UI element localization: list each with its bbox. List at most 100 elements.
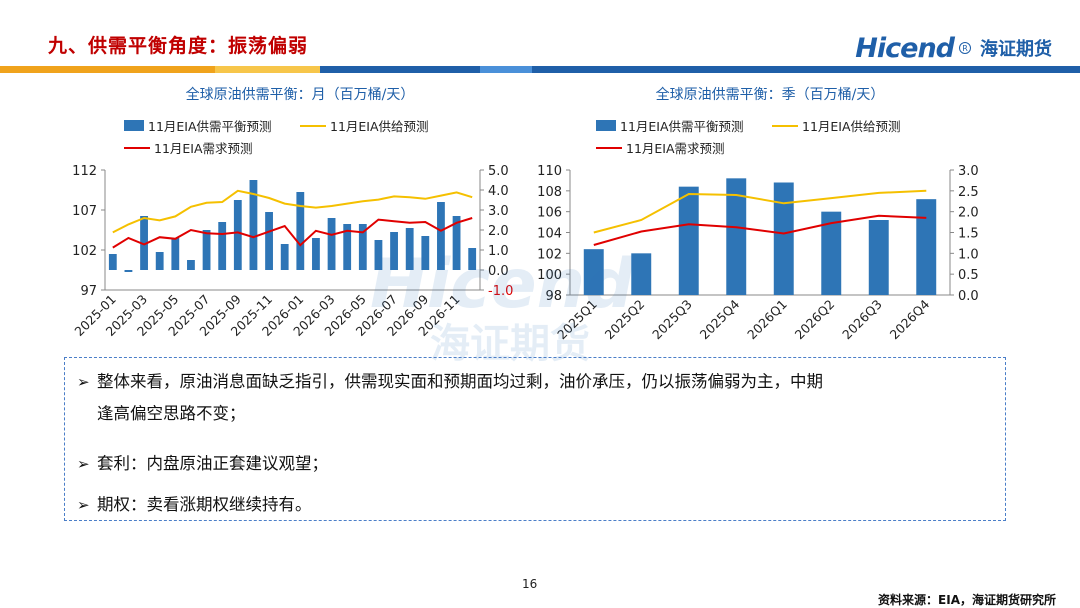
line-demand: [593, 214, 927, 246]
y-tick-label-right: 0.5: [958, 268, 979, 283]
bar-balance: [218, 222, 227, 270]
bullet-text: 整体来看，原油消息面缺乏指引，供需现实面和预期面均过剩，油价承压，仍以振荡偏弱为…: [97, 372, 823, 391]
legend-swatch-bar: [596, 120, 616, 131]
y-tick-label-left: 102: [72, 244, 97, 259]
bar-balance: [358, 224, 367, 270]
x-tick-label: 2025Q2: [602, 297, 648, 343]
header-bar-segment: [0, 66, 215, 73]
bar-balance: [155, 252, 164, 270]
legend-label: 11月EIA供给预测: [330, 119, 429, 134]
x-tick-label: 2025Q4: [697, 296, 743, 342]
line-supply: [593, 189, 927, 234]
bar-balance: [265, 212, 273, 270]
legend-swatch-line: [596, 146, 622, 149]
legend-swatch-line: [300, 124, 326, 127]
bullet-text-continued: 逢高偏空思路不变；: [97, 404, 246, 423]
bar-balance: [108, 254, 117, 270]
bar-balance: [583, 249, 604, 295]
bar-balance: [726, 178, 747, 295]
logo-text: Hicend: [855, 32, 955, 64]
chart2-title: 全球原油供需平衡：季（百万桶/天）: [655, 87, 885, 103]
bullet-item: ➢ 期权：卖看涨期权继续持有。: [77, 489, 312, 521]
y-tick-label-right: 0.0: [958, 289, 979, 304]
x-tick-label: 2026Q4: [887, 296, 933, 342]
y-tick-label-right: 2.0: [958, 206, 979, 221]
bar-balance: [327, 218, 336, 270]
bar-balance: [468, 248, 477, 270]
monthly-balance-chart: 97102107112-1.00.01.02.03.04.05.02025-01…: [71, 164, 513, 339]
legend-swatch-line: [772, 124, 798, 127]
y-tick-label-right: 3.0: [958, 164, 979, 179]
x-tick-label: 2026Q2: [792, 297, 838, 343]
legend-label: 11月EIA需求预测: [154, 141, 253, 156]
y-tick-label-right: 1.5: [958, 227, 979, 242]
conclusion-box: ➢ 整体来看，原油消息面缺乏指引，供需现实面和预期面均过剩，油价承压，仍以振荡偏弱…: [64, 357, 1006, 521]
y-tick-label-right: 5.0: [488, 164, 509, 179]
legend-label: 11月EIA需求预测: [626, 141, 725, 156]
bar-balance: [678, 186, 699, 295]
y-tick-label-left: 106: [537, 206, 562, 221]
chart1-title: 全球原油供需平衡：月（百万桶/天）: [185, 87, 415, 103]
legend-label: 11月EIA供给预测: [802, 119, 901, 134]
y-tick-label-right: 0.0: [488, 264, 509, 279]
x-tick-label: 2025Q3: [649, 297, 695, 343]
source-note: 资料来源：EIA，海证期货研究所: [878, 593, 1056, 607]
legend-item-demand: 11月EIA需求预测: [124, 138, 253, 157]
x-tick-label: 2026Q1: [744, 297, 790, 343]
y-tick-label-left: 107: [72, 204, 97, 219]
bar-balance: [233, 200, 242, 270]
quarterly-balance-chart: 98 100 102 104 106 108 110 0.0 0.5 1.0 1.5 2.0 2.5 3.…: [537, 164, 979, 343]
bar-balance: [405, 228, 414, 270]
line-demand: [112, 217, 473, 249]
y-tick-label-right: 4.0: [488, 184, 509, 199]
header-bar-segment: [215, 66, 320, 73]
bar-balance: [390, 232, 398, 270]
legend-item-demand: 11月EIA需求预测: [596, 138, 725, 157]
legend-label: 11月EIA供需平衡预测: [620, 119, 744, 134]
header-bar-segment: [532, 66, 1080, 73]
bar-balance: [296, 192, 305, 270]
legend-label: 11月EIA供需平衡预测: [148, 119, 272, 134]
logo-cn-text: 海证期货: [980, 39, 1052, 60]
bar-balance: [452, 216, 461, 270]
y-tick-label-left: 112: [72, 164, 97, 179]
bullet-item: ➢ 整体来看，原油消息面缺乏指引，供需现实面和预期面均过剩，油价承压，仍以振荡偏弱…: [77, 366, 997, 430]
legend-item-supply: 11月EIA供给预测: [772, 116, 901, 135]
y-tick-label-right: 1.0: [958, 247, 979, 262]
y-tick-label-left: 102: [537, 247, 562, 262]
bar-balance: [868, 220, 889, 295]
bar-balance: [280, 244, 289, 270]
y-tick-label-left: 110: [537, 164, 562, 179]
y-tick-label-left: 104: [537, 227, 562, 242]
legend-item-balance: 11月EIA供需平衡预测: [596, 116, 744, 135]
header-color-bar: [0, 66, 1080, 73]
line-supply: [112, 189, 473, 234]
y-tick-label-right: 3.0: [488, 204, 509, 219]
x-tick-label: 2026Q3: [839, 297, 885, 343]
y-tick-label-right: 2.0: [488, 224, 509, 239]
y-tick-label-left: 98: [545, 289, 562, 304]
bar-balance: [249, 180, 258, 270]
bar-balance: [202, 230, 211, 270]
y-tick-label-right: 2.5: [958, 185, 979, 200]
bar-balance: [124, 270, 133, 272]
bullet-text: 期权：卖看涨期权继续持有。: [97, 495, 312, 514]
legend-item-supply: 11月EIA供给预测: [300, 116, 429, 135]
y-tick-label-left: 97: [80, 284, 97, 299]
bar-balance: [437, 202, 445, 270]
legend-swatch-bar: [124, 120, 144, 131]
bar-balance: [773, 182, 794, 295]
bar-balance: [421, 236, 430, 270]
bar-balance: [916, 199, 937, 295]
bar-balance: [140, 216, 148, 270]
y-tick-label-left: 108: [537, 185, 562, 200]
bar-balance: [312, 238, 320, 270]
bullet-item: ➢ 套利：内盘原油正套建议观望；: [77, 448, 328, 480]
bar-balance: [343, 224, 352, 270]
bar-balance: [631, 253, 652, 295]
y-tick-label-right: -1.0: [488, 284, 513, 299]
y-tick-label-left: 100: [537, 268, 562, 283]
header-bar-segment: [320, 66, 480, 73]
page-number: 16: [522, 577, 538, 591]
header-bar-segment: [480, 66, 532, 73]
